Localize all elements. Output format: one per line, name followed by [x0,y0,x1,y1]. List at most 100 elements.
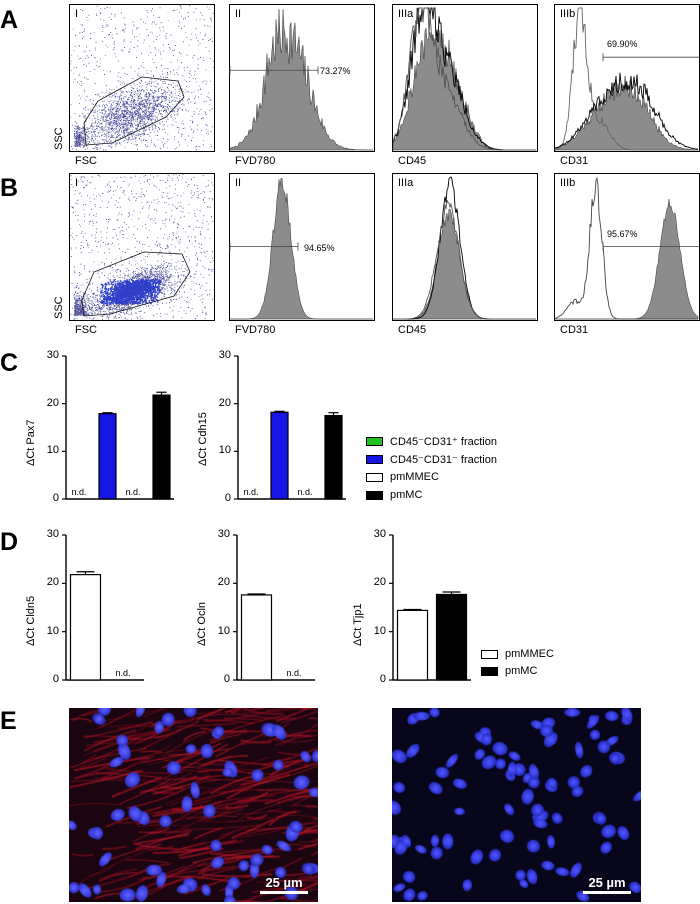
flow-row2-i-dot [92,301,94,303]
flow-row1-i-dot [210,131,212,133]
flow-row1-i-dot [86,55,88,57]
flow-row2-i-dot [75,303,77,305]
flow-row1-i-dot [124,106,126,108]
flow-row2-i-dot [124,282,126,284]
flow-row2-i-dot [156,274,158,275]
flow-row2-i-dot [70,179,72,180]
flow-row2-i-dot [202,298,204,300]
flow-row1-i-dot [102,119,104,121]
flow-row2-i-dot [149,291,152,294]
flow-row1-i-dot [127,99,129,101]
flow-row1-i-dot [101,123,103,125]
flow-row2-i-dot [114,316,116,318]
flow-row2-i-dot [174,287,176,288]
flow-row2-i-dot [145,279,148,281]
flow-row1-i-dot [122,103,124,105]
flow-row2-i-dot [208,197,210,199]
flow-row2-i-dot [149,271,151,273]
flow-row2-i-dot [119,307,120,308]
flow-row1-i-dot [93,140,95,142]
flow-row1-i-dot [106,141,108,143]
flow-row1-i-dot [139,112,141,114]
flow-row2-i-dot [196,187,198,189]
flow-row1-i-dot [134,92,136,94]
flow-row1-i-dot [140,116,141,118]
flow-row1-i-dot [123,120,124,121]
flow-row1-i-dot [91,125,93,127]
flow-row1-i-dot [158,98,160,100]
flow-row1-i-dot [132,112,133,114]
flow-row1-i-dot [166,112,168,114]
flow-row1-i-dot [159,7,161,9]
flow-row1-i-dot [75,136,76,137]
flow-row1-i-dot [100,128,102,130]
flow-row2-i-dot [106,237,108,239]
flow-row1-i-dot [118,110,120,111]
flow-row2-i-dot [141,273,143,275]
flow-row1-i-dot [125,128,127,130]
flow-row1-i-dot [88,135,90,137]
flow-row1-i-dot [162,81,164,83]
flow-row2-i-dot [92,296,94,298]
flow-row1-i-dot [149,103,150,105]
flow-row1-i-dot [104,120,105,122]
flow-row1-i-dot [139,122,141,124]
flow-row1-i-dot [105,116,107,117]
flow-row1-i-dot [166,147,168,149]
flow-row1-i-dot [142,112,144,113]
flow-row1-i-dot [92,119,94,121]
flow-row1-i-dot [108,135,110,137]
flow-row1-i-dot [151,125,153,127]
flow-row2-i-dot [194,235,196,237]
flow-row1-i-dot [203,101,205,103]
flow-row2-i-dot [159,279,162,282]
flow-row2-i-dot [174,268,176,270]
flow-row2-i-dot [205,314,207,316]
flow-row1-i-dot [79,115,81,117]
flow-row1-i-dot [85,57,86,59]
flow-row2-i-dot [135,284,137,287]
flow-row1-i-dot [123,116,124,118]
flow-row1-i-dot [133,25,135,27]
flow-row2-i-dot [91,234,93,236]
flow-row1-i-dot [77,137,79,139]
flow-row2-i-dot [181,275,182,276]
flow-row1-i-dot [103,106,105,108]
flow-row2-i-dot [110,289,113,291]
flow-row2-i-dot [140,182,142,184]
flow-row1-i-dot [108,109,110,111]
flow-row1-i-dot [111,112,113,114]
flow-row1-i-dot [138,98,139,100]
flow-row2-i-dot [121,292,123,294]
flow-row1-i-dot [140,119,142,121]
flow-row2-i-dot [128,302,130,304]
flow-row2-i-dot [150,273,152,274]
flow-row1-i-dot [123,129,125,130]
flow-row1-i-dot [126,103,128,105]
flow-row1-i-dot [89,128,91,130]
flow-row2-i-dot [162,288,163,290]
flow-row1-i-dot [143,128,144,130]
flow-row1-i-dot [121,92,123,94]
flow-row2-i-dot [161,292,163,294]
flow-row2-i-dot [95,305,97,307]
flow-row2-i-dot [87,247,89,249]
flow-row2-i-dot [107,183,109,185]
flow-row2-i-dot [152,282,155,285]
flow-row2-i-dot [145,223,146,225]
flow-row1-i-dot [136,103,138,104]
flow-row2-i-dot [204,307,206,308]
flow-row1-i-dot [127,103,129,105]
flow-row2-i-dot [144,300,146,302]
flow-row2-i-dot [177,223,179,225]
flow-row1-i-dot [148,114,150,116]
flow-row1-i-dot [120,101,121,103]
flow-row1-i-dot [134,36,135,38]
flow-row1-i-dot [136,124,138,125]
flow-row1-ii-histogram-fill [229,9,373,151]
flow-row1-i-dot [172,55,174,56]
flow-row1-i-dot [161,86,163,88]
flow-row1-i-dot [151,107,153,109]
flow-row1-i-dot [127,124,129,126]
flow-row2-i-dot [175,174,177,176]
